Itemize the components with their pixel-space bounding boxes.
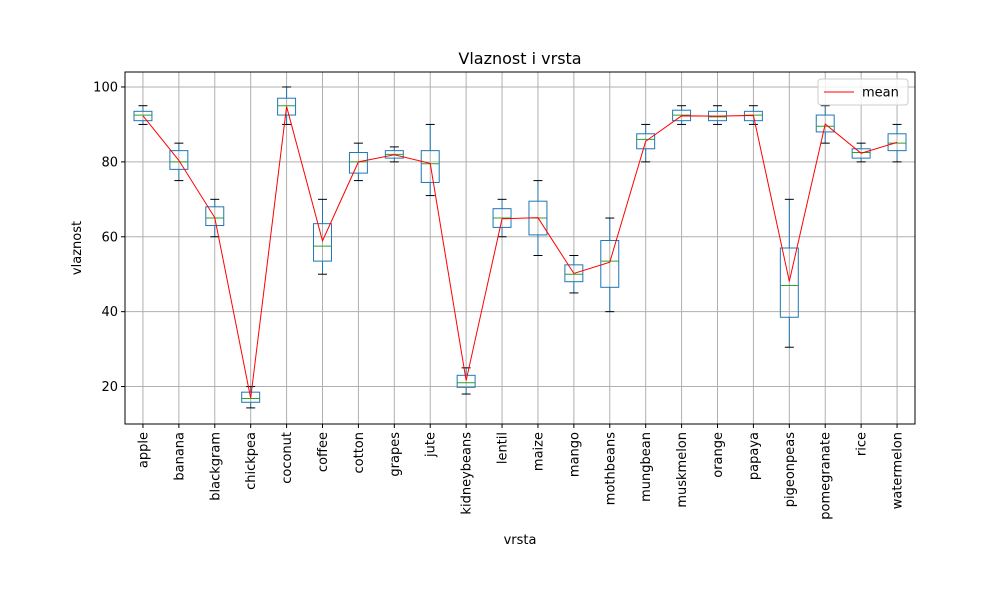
x-tick-label-banana: banana (172, 432, 187, 481)
x-tick-label-lentil: lentil (496, 432, 511, 464)
x-tick-label-jute: jute (424, 432, 439, 458)
x-tick-label-rice: rice (855, 432, 870, 456)
x-tick-label-mango: mango (567, 432, 582, 477)
y-axis: 20 40 60 80 100 (93, 80, 125, 395)
y-axis-title: vlaznost (70, 221, 85, 275)
x-tick-label-grapes: grapes (388, 432, 403, 477)
iqr-box (169, 150, 189, 170)
box-mungbean (636, 123, 656, 163)
legend-frame (817, 78, 909, 106)
box-coffee (313, 198, 332, 275)
iqr-box (277, 97, 297, 116)
grid (125, 72, 915, 424)
iqr-box (564, 264, 584, 283)
y-tick-label: 100 (93, 80, 118, 95)
iqr-box (851, 148, 871, 159)
iqr-box (815, 114, 835, 133)
x-tick-label-apple: apple (136, 432, 151, 468)
box-pigeonpeas (779, 198, 799, 348)
iqr-box (779, 247, 799, 318)
iqr-box (636, 133, 656, 150)
x-tick-label-pomegranate: pomegranate (819, 432, 834, 520)
box-pomegranate (815, 105, 835, 144)
y-tick-label: 60 (101, 230, 118, 245)
x-tick-label-mungbean: mungbean (639, 432, 654, 502)
y-tick-label: 40 (101, 305, 118, 320)
x-tick-label-orange: orange (711, 432, 726, 478)
mean-line (142, 106, 898, 399)
x-tick-label-kidneybeans: kidneybeans (460, 432, 475, 515)
iqr-box (420, 150, 440, 183)
boxes (133, 86, 907, 409)
iqr-box (205, 206, 225, 227)
x-axis-title: vrsta (504, 533, 537, 548)
iqr-box (133, 110, 153, 122)
box-chickpea (241, 386, 261, 409)
iqr-box (600, 240, 620, 288)
chart-title: Vlaznost i vrsta (458, 49, 581, 68)
box-mango (564, 254, 584, 294)
x-tick-label-papaya: papaya (747, 432, 762, 480)
iqr-box (348, 152, 368, 174)
x-tick-label-pigeonpeas: pigeonpeas (783, 432, 798, 508)
iqr-box (313, 223, 332, 262)
x-tick-label-coconut: coconut (280, 432, 295, 484)
box-rice (851, 142, 871, 163)
plot-frame (124, 71, 916, 425)
x-tick-label-mothbeans: mothbeans (603, 432, 618, 505)
box-coconut (277, 86, 297, 125)
y-tick-label: 20 (101, 380, 118, 395)
x-tick-label-chickpea: chickpea (244, 432, 259, 490)
box-lentil (492, 198, 512, 238)
iqr-box (887, 133, 907, 152)
y-tick-label: 80 (101, 155, 118, 170)
box-cotton (348, 142, 368, 182)
box-apple (133, 105, 153, 125)
legend-mean-label: mean (862, 86, 899, 101)
box-muskmelon (672, 105, 692, 125)
x-tick-label-muskmelon: muskmelon (675, 432, 690, 508)
x-axis: apple banana blackgram chickpea coconut coffe… (136, 424, 906, 520)
legend: mean (817, 78, 909, 106)
x-tick-label-coffee: coffee (316, 432, 331, 472)
x-tick-label-watermelon: watermelon (891, 432, 906, 509)
x-tick-label-blackgram: blackgram (208, 432, 223, 501)
x-tick-label-maize: maize (531, 432, 546, 471)
box-watermelon (887, 123, 907, 163)
iqr-box (456, 374, 476, 388)
box-banana (169, 142, 189, 182)
iqr-box (241, 391, 261, 403)
x-tick-label-cotton: cotton (352, 432, 367, 474)
mean-series (142, 106, 898, 399)
